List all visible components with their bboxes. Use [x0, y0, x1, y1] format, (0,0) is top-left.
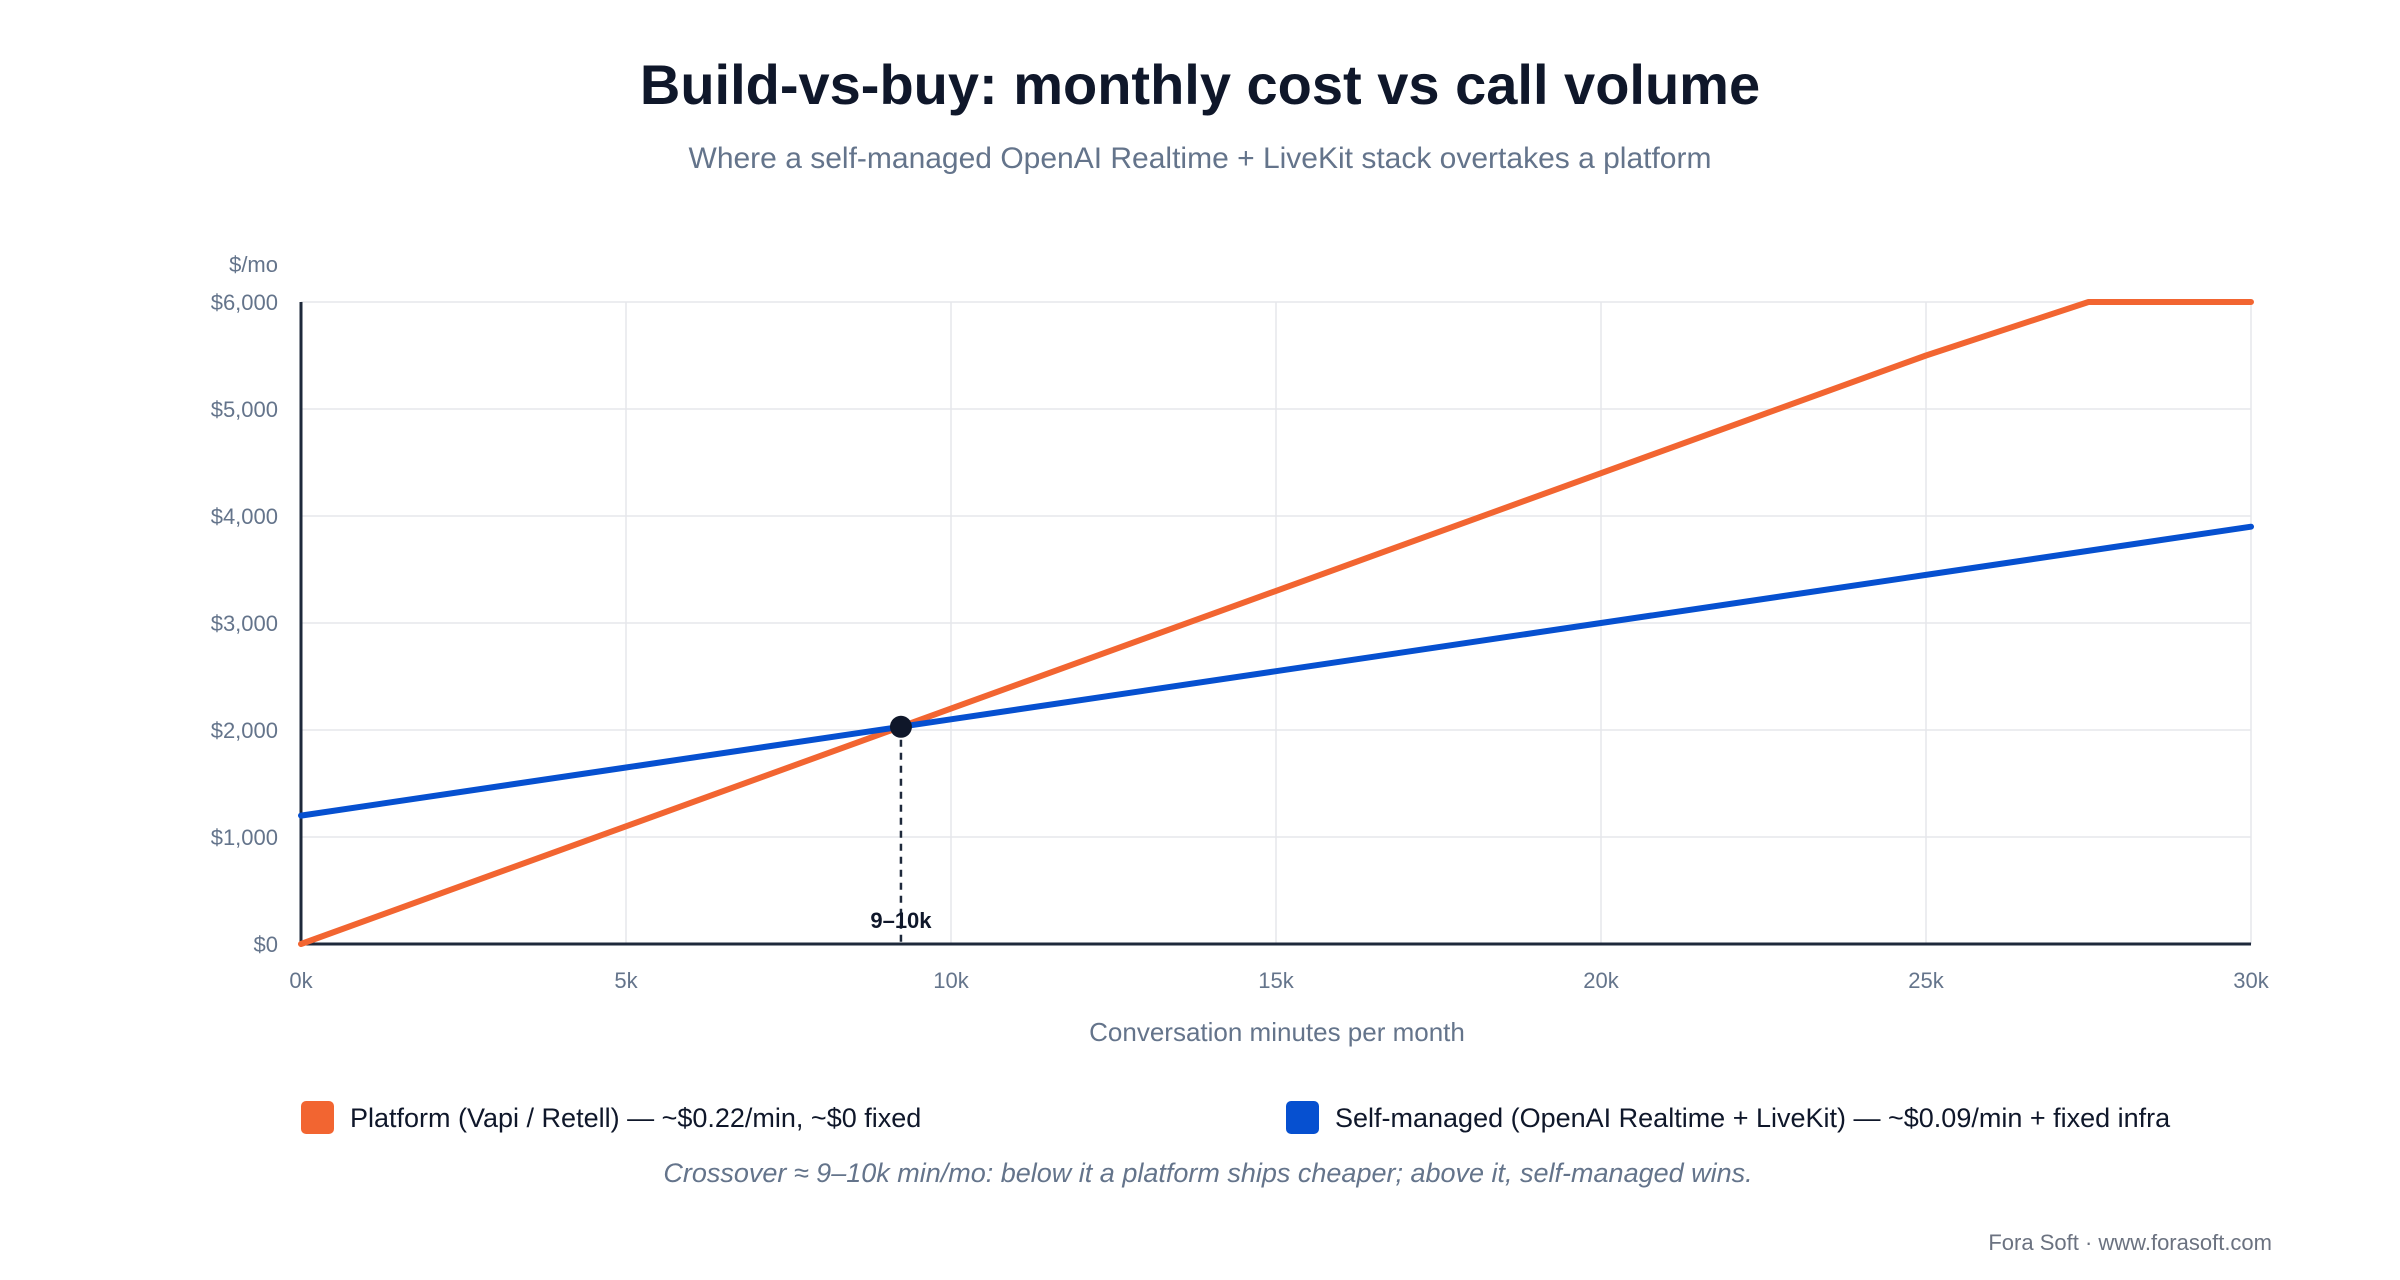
grid	[301, 301, 2252, 944]
chart-title: Build-vs-buy: monthly cost vs call volum…	[640, 53, 1760, 116]
x-tick-label: 5k	[614, 968, 638, 993]
y-tick-label: $4,000	[211, 504, 278, 529]
legend-label-self-managed: Self-managed (OpenAI Realtime + LiveKit)…	[1335, 1103, 2171, 1133]
series-line-self-managed	[298, 523, 2254, 819]
x-tick-labels: 0k 5k 10k 15k 20k 25k 30k	[289, 968, 2269, 993]
legend-swatch-self-managed	[1286, 1101, 1319, 1134]
crossover-point	[889, 715, 912, 738]
y-tick-label: $2,000	[211, 718, 278, 743]
y-tick-label: $6,000	[211, 290, 278, 315]
axes	[299, 302, 2251, 946]
y-tick-label: $3,000	[211, 611, 278, 636]
x-tick-label: 30k	[2233, 968, 2269, 993]
x-axis-label: Conversation minutes per month	[1089, 1017, 1465, 1047]
x-tick-label: 25k	[1908, 968, 1944, 993]
x-tick-label: 10k	[933, 968, 969, 993]
x-tick-label: 15k	[1258, 968, 1294, 993]
chart-subtitle: Where a self-managed OpenAI Realtime + L…	[689, 142, 1712, 175]
y-tick-label: $1,000	[211, 825, 278, 850]
legend: Platform (Vapi / Retell) — ~$0.22/min, ~…	[301, 1101, 2171, 1134]
series-line-platform	[298, 299, 2254, 947]
annotations: 9–10k	[870, 715, 932, 944]
legend-swatch-platform	[301, 1101, 334, 1134]
y-tick-label: $0	[254, 932, 278, 957]
crossover-label: 9–10k	[870, 908, 932, 933]
footnote: Crossover ≈ 9–10k min/mo: below it a pla…	[663, 1158, 1752, 1188]
y-axis-label: $/mo	[229, 252, 278, 277]
y-tick-label: $5,000	[211, 397, 278, 422]
y-tick-labels: $0 $1,000 $2,000 $3,000 $4,000 $5,000 $6,000	[211, 290, 278, 957]
series-lines	[298, 299, 2254, 947]
legend-label-platform: Platform (Vapi / Retell) — ~$0.22/min, ~…	[350, 1103, 921, 1133]
x-tick-label: 0k	[289, 968, 313, 993]
credit: Fora Soft · www.forasoft.com	[1988, 1230, 2272, 1255]
x-tick-label: 20k	[1583, 968, 1619, 993]
